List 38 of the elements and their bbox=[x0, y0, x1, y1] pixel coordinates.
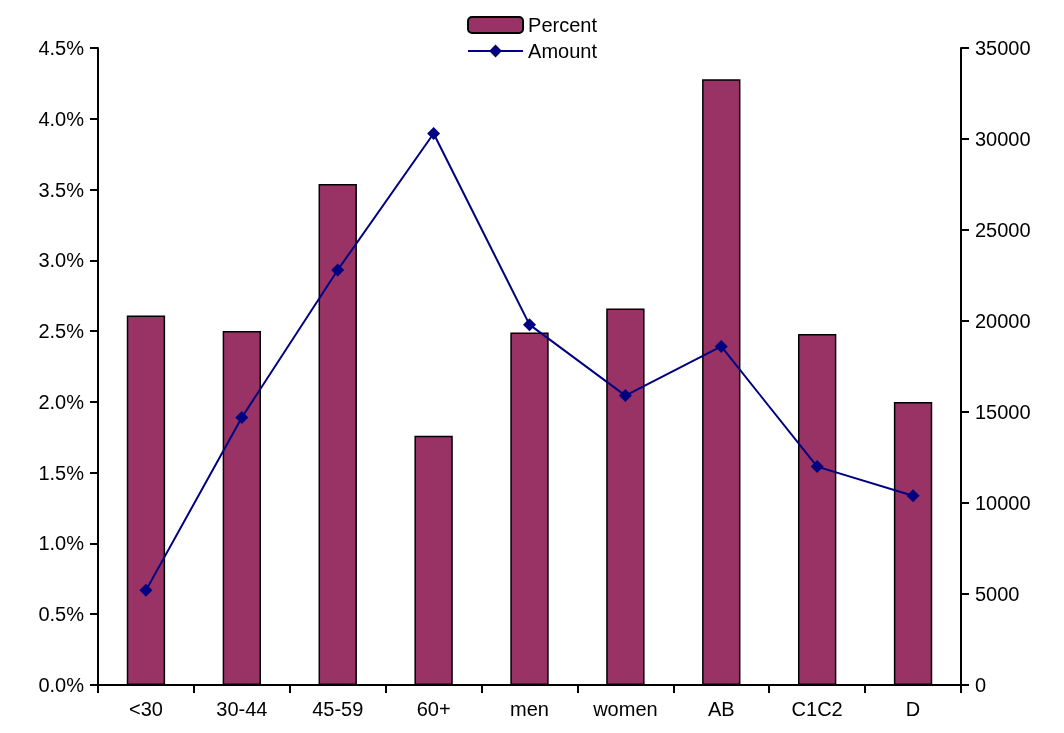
point bbox=[427, 127, 441, 141]
x-tick-label: C1C2 bbox=[791, 698, 843, 720]
y-tick-label: 4.5% bbox=[38, 37, 85, 59]
x-tick-label: D bbox=[905, 698, 921, 720]
y2-tick-label: 25000 bbox=[975, 219, 1031, 241]
x-tick-label: women bbox=[592, 698, 658, 720]
x-tick-label: 30-44 bbox=[216, 698, 268, 720]
y-tick-label: 0.5% bbox=[38, 603, 85, 626]
point bbox=[906, 489, 920, 503]
point bbox=[139, 583, 153, 597]
y2-tick-label: 20000 bbox=[975, 310, 1031, 332]
point bbox=[618, 389, 632, 403]
y2-tick-label: 35000 bbox=[975, 37, 1031, 59]
point bbox=[714, 339, 728, 353]
y-tick-label: 4.0% bbox=[38, 107, 85, 130]
x-tick-label: 45-59 bbox=[312, 698, 364, 720]
y2-tick-label: 30000 bbox=[975, 128, 1031, 150]
point bbox=[331, 263, 345, 277]
x-tick-label: men bbox=[510, 698, 549, 720]
legend-label: Percent bbox=[528, 14, 598, 36]
x-tick-label: 60+ bbox=[416, 698, 451, 720]
y-tick-label: 1.0% bbox=[38, 532, 85, 555]
legend-label: Amount bbox=[528, 40, 598, 62]
x-tick-label: <30 bbox=[128, 698, 163, 720]
x-tick-label: AB bbox=[707, 698, 735, 720]
point bbox=[523, 318, 536, 332]
y2-tick-label: 15000 bbox=[975, 401, 1031, 423]
y2-tick-label: 10000 bbox=[975, 492, 1031, 514]
y-tick-label: 0.0% bbox=[38, 674, 85, 696]
y-tick-label: 2.0% bbox=[38, 390, 85, 413]
point bbox=[235, 410, 249, 424]
y2-tick-label: 0 bbox=[975, 674, 987, 696]
point bbox=[810, 460, 824, 474]
y-tick-label: 3.5% bbox=[38, 178, 85, 201]
y2-tick-label: 5000 bbox=[975, 583, 1020, 605]
y-tick-label: 1.5% bbox=[38, 461, 85, 484]
y-tick-label: 2.5% bbox=[38, 320, 85, 343]
y-tick-label: 3.0% bbox=[38, 249, 85, 272]
